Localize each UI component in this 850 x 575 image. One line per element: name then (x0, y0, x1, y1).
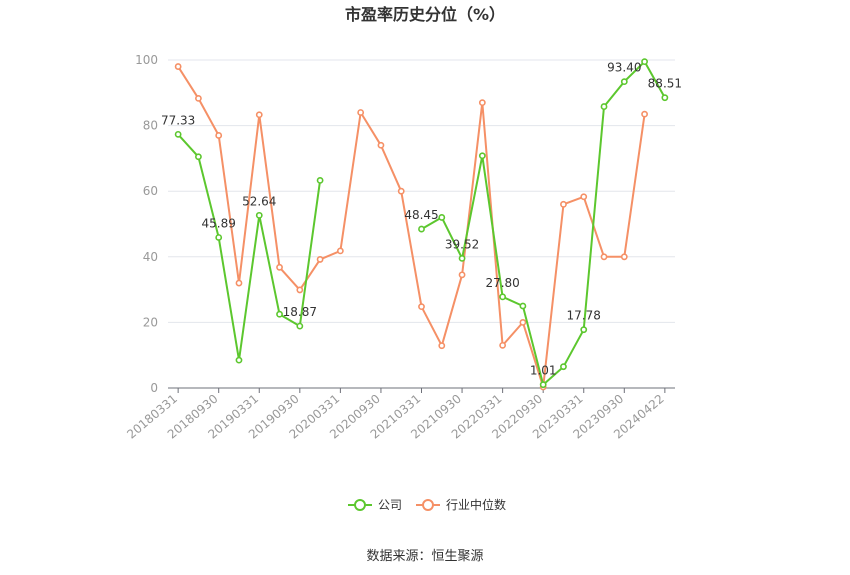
legend-marker-icon (422, 499, 434, 511)
data-point[interactable] (620, 78, 628, 86)
y-tick-label: 100 (135, 53, 158, 67)
data-label: 1.01 (530, 364, 557, 378)
data-point[interactable] (357, 109, 365, 116)
data-label: 39.52 (445, 237, 479, 251)
data-point[interactable] (336, 247, 344, 255)
data-point[interactable] (397, 187, 405, 195)
data-point[interactable] (499, 293, 507, 301)
series-industry-median (174, 63, 648, 391)
legend-item-industry-median[interactable]: 行业中位数 (416, 497, 506, 512)
series-lines (174, 58, 669, 391)
series-line (177, 66, 646, 388)
data-point[interactable] (641, 110, 648, 118)
data-point[interactable] (438, 342, 446, 350)
data-point[interactable] (418, 303, 425, 311)
data-point[interactable] (316, 176, 324, 184)
data-label: 45.89 (202, 216, 236, 230)
legend-marker-icon (354, 499, 366, 511)
data-point[interactable] (174, 63, 182, 70)
data-point[interactable] (539, 381, 547, 389)
data-point[interactable] (195, 94, 202, 102)
grid-lines (168, 59, 675, 323)
y-tick-label: 20 (143, 315, 158, 329)
data-point[interactable] (174, 130, 182, 138)
data-point[interactable] (641, 58, 648, 66)
y-tick-label: 80 (143, 119, 158, 133)
data-label: 88.51 (648, 77, 682, 91)
data-point[interactable] (377, 141, 385, 149)
chart-source: 数据来源：恒生聚源 (366, 549, 483, 564)
data-labels: 77.33 45.89 52.64 18.87 48.45 39.52 27.80 1.01 1… (161, 61, 682, 378)
y-tick-label: 0 (150, 381, 158, 395)
legend-label: 行业中位数 (446, 497, 506, 512)
data-label: 93.40 (607, 61, 641, 75)
axes: 0204060801002018033120180930201903312019… (124, 53, 675, 442)
data-label: 77.33 (161, 113, 195, 127)
data-point[interactable] (255, 211, 263, 219)
data-point[interactable] (235, 356, 243, 364)
data-point[interactable] (600, 253, 608, 261)
data-label: 27.80 (485, 276, 519, 290)
data-point[interactable] (580, 193, 588, 201)
data-point[interactable] (438, 214, 446, 221)
data-point[interactable] (499, 341, 507, 349)
legend[interactable]: 公司 行业中位数 (348, 497, 506, 512)
data-point[interactable] (296, 322, 304, 330)
data-point[interactable] (215, 132, 223, 139)
data-point[interactable] (418, 225, 425, 233)
data-point[interactable] (296, 286, 304, 294)
data-label: 18.87 (283, 305, 317, 319)
data-point[interactable] (620, 253, 628, 261)
data-point[interactable] (519, 318, 527, 326)
legend-item-company[interactable]: 公司 (348, 498, 402, 512)
data-point[interactable] (519, 302, 527, 310)
series-company (174, 58, 669, 389)
data-point[interactable] (560, 363, 567, 371)
data-point[interactable] (235, 279, 243, 287)
data-point[interactable] (478, 152, 486, 160)
legend-label: 公司 (378, 498, 402, 512)
data-point[interactable] (458, 254, 466, 262)
data-point[interactable] (195, 153, 202, 161)
data-point[interactable] (276, 310, 283, 318)
data-point[interactable] (560, 200, 567, 208)
data-point[interactable] (276, 263, 283, 271)
data-point[interactable] (215, 234, 223, 241)
data-point[interactable] (458, 271, 466, 279)
y-tick-label: 60 (143, 184, 158, 198)
data-point[interactable] (580, 326, 588, 334)
data-point[interactable] (661, 94, 669, 102)
data-point[interactable] (316, 256, 324, 263)
series-line (177, 133, 322, 362)
data-point[interactable] (478, 99, 486, 107)
chart-title: 市盈率历史分位（%） (345, 5, 505, 24)
data-label: 48.45 (404, 208, 438, 222)
y-tick-label: 40 (143, 250, 158, 264)
data-label: 17.78 (567, 309, 601, 323)
data-label: 52.64 (242, 194, 276, 208)
data-point[interactable] (600, 103, 608, 110)
data-point[interactable] (255, 111, 263, 119)
